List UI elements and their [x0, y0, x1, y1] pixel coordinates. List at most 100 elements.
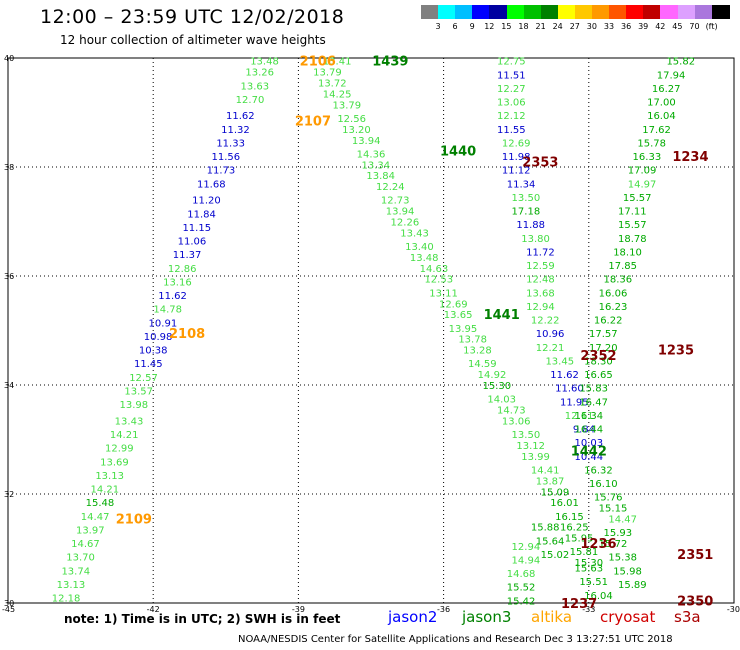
colorbar-swatch: [609, 5, 628, 19]
wave-height-value: 14.41: [531, 465, 560, 476]
y-tick-label: 34: [4, 381, 14, 390]
wave-height-value: 12.86: [168, 264, 197, 275]
wave-height-value: 13.48: [250, 57, 279, 68]
wave-height-value: 14.25: [323, 89, 352, 100]
legend-altika: altika: [531, 608, 573, 626]
wave-height-value: 11.56: [211, 152, 240, 163]
wave-height-value: 18.30: [584, 356, 613, 367]
legend-jason2: jason2: [388, 608, 438, 626]
pass-label: 1440: [440, 145, 476, 160]
wave-height-value: 15.48: [86, 498, 115, 509]
wave-height-value: 14.59: [468, 359, 497, 370]
wave-height-value: 18.36: [604, 275, 633, 286]
colorbar-tick-label: 12: [484, 22, 495, 31]
wave-height-value: 17.20: [589, 343, 618, 354]
wave-height-value: 12.24: [376, 182, 405, 193]
wave-height-value: 13.11: [429, 288, 458, 299]
colorbar-swatch: [523, 5, 542, 19]
colorbar-swatch: [455, 5, 474, 19]
pass-label: 1439: [372, 55, 408, 70]
colorbar-swatch: [660, 5, 679, 19]
wave-height-value: 13.70: [66, 553, 95, 564]
wave-height-value: 12.70: [236, 95, 265, 106]
pass-label: 1236: [580, 537, 616, 552]
pass-label: 2350: [677, 594, 713, 609]
legend-jason3: jason3: [462, 608, 512, 626]
wave-height-value: 16.44: [574, 425, 603, 436]
wave-height-value: 11.06: [178, 237, 207, 248]
wave-height-value: 11.88: [516, 220, 545, 231]
wave-height-value: 13.94: [386, 207, 415, 218]
chart-subtitle: 12 hour collection of altimeter wave hei…: [60, 33, 326, 47]
colorbar-tick-label: 6: [452, 22, 458, 31]
wave-height-value: 12.26: [391, 218, 420, 229]
wave-height-value: 10.44: [574, 452, 603, 463]
wave-height-value: 13.99: [521, 452, 550, 463]
wave-height-value: 13.50: [512, 193, 541, 204]
wave-height-value: 17.18: [512, 207, 541, 218]
colorbar-swatch: [626, 5, 645, 19]
wave-height-value: 18.78: [618, 234, 647, 245]
wave-height-value: 9.84: [573, 425, 595, 436]
wave-height-value: 11.62: [158, 291, 187, 302]
wave-height-value: 13.79: [313, 68, 342, 79]
wave-height-value: 16.34: [574, 411, 603, 422]
wave-height-value: 13.78: [458, 335, 487, 346]
wave-height-value: 13.94: [352, 136, 381, 147]
wave-height-value: 11.37: [173, 250, 202, 261]
wave-height-value: 13.72: [318, 79, 347, 90]
wave-height-value: 16.32: [584, 465, 613, 476]
wave-height-value: 14.78: [153, 305, 182, 316]
wave-height-value: 13.13: [57, 580, 86, 591]
wave-height-value: 16.06: [599, 288, 628, 299]
colorbar-tick-label: 24: [552, 22, 563, 31]
wave-height-value: 11.45: [134, 359, 163, 370]
wave-height-value: 16.65: [584, 370, 613, 381]
wave-height-value: 15.81: [570, 547, 599, 558]
y-tick-label: 40: [4, 54, 14, 63]
wave-height-value: 14.03: [487, 395, 516, 406]
wave-height-value: 14.36: [357, 149, 386, 160]
wave-height-value: 12.57: [129, 373, 158, 384]
wave-height-value: 13.69: [100, 457, 129, 468]
colorbar-tick-label: 30: [586, 22, 597, 31]
wave-height-value: 13.06: [502, 416, 531, 427]
wave-height-value: 11.98: [502, 152, 531, 163]
wave-height-value: 12.53: [424, 275, 453, 286]
wave-height-value: 13.97: [76, 525, 105, 536]
wave-height-value: 12.69: [502, 138, 531, 149]
wave-height-value: 14.97: [628, 179, 657, 190]
wave-height-value: 13.34: [362, 160, 391, 171]
wave-height-value: 15.78: [637, 138, 666, 149]
wave-height-value: 13.48: [410, 253, 439, 264]
credit-line: NOAA/NESDIS Center for Satellite Applica…: [238, 634, 673, 645]
wave-height-value: 16.47: [579, 397, 608, 408]
wave-height-value: 17.00: [647, 98, 676, 109]
wave-height-value: 16.01: [550, 498, 579, 509]
wave-height-value: 15.83: [579, 384, 608, 395]
wave-height-value: 12.12: [497, 111, 526, 122]
wave-height-value: 16.10: [589, 479, 618, 490]
wave-height-value: 13.13: [95, 471, 124, 482]
pass-label: 1441: [484, 308, 520, 323]
wave-height-value: 14.68: [507, 569, 536, 580]
wave-height-value: 11.60: [555, 384, 584, 395]
colorbar-tick-label: 39: [638, 22, 649, 31]
wave-height-value: 15.52: [507, 583, 536, 594]
wave-height-value: 12.22: [531, 316, 560, 327]
wave-height-value: 11.32: [221, 125, 250, 136]
wave-height-value: 15.76: [594, 493, 623, 504]
pass-label: 2352: [580, 349, 616, 364]
wave-height-value: 14.94: [512, 555, 541, 566]
wave-height-value: 15.30: [483, 381, 512, 392]
wave-height-value: 17.57: [589, 329, 618, 340]
wave-height-value: 17.09: [628, 166, 657, 177]
wave-height-value: 11.84: [187, 209, 216, 220]
wave-height-value: 15.38: [608, 553, 637, 564]
wave-height-value: 12.73: [381, 196, 410, 207]
wave-height-value: 11.72: [526, 247, 555, 258]
wave-height-value: 11.73: [207, 166, 236, 177]
wave-height-value: 15.93: [604, 528, 633, 539]
pass-label: 1442: [571, 444, 607, 459]
wave-height-value: 11.55: [497, 125, 526, 136]
